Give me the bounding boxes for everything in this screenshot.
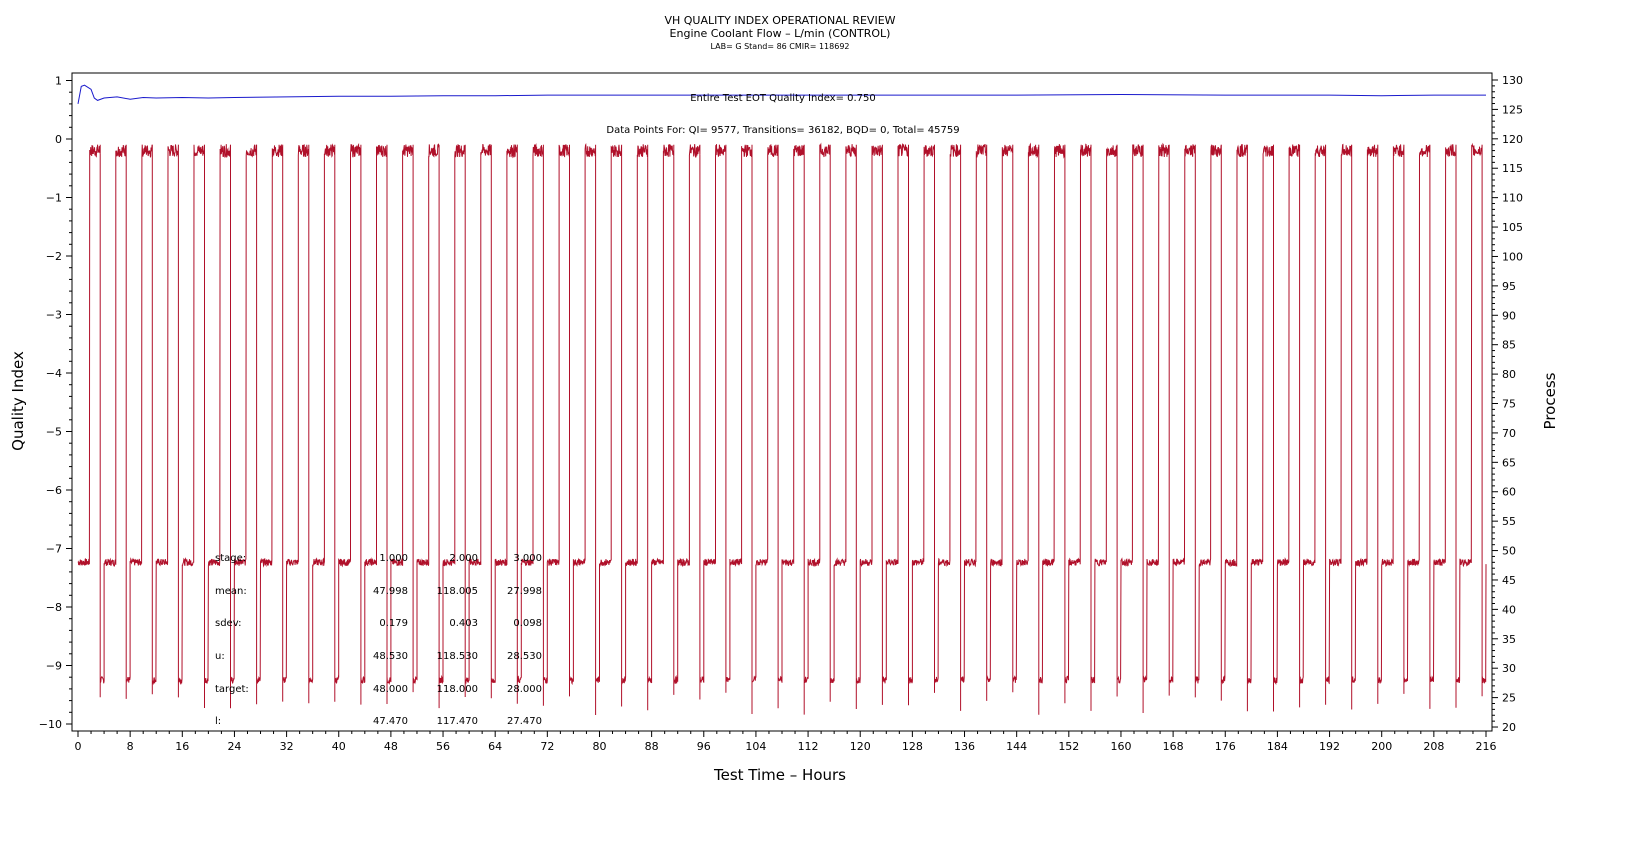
stats-label: u: bbox=[215, 651, 225, 662]
chart-info: LAB= G Stand= 86 CMIR= 118692 bbox=[710, 42, 850, 51]
quality-index-annotation: Entire Test EOT Quality Index= 0.750 bbox=[690, 93, 876, 104]
stats-value: 27.998 bbox=[507, 586, 542, 597]
x-tick-label: 80 bbox=[592, 740, 606, 753]
y2-tick-label: 90 bbox=[1502, 309, 1516, 322]
chart-title: VH QUALITY INDEX OPERATIONAL REVIEW bbox=[664, 14, 896, 27]
x-tick-label: 208 bbox=[1423, 740, 1444, 753]
x-tick-label: 216 bbox=[1476, 740, 1497, 753]
stats-label: l: bbox=[215, 716, 221, 727]
stats-label: mean: bbox=[215, 586, 247, 597]
x-tick-label: 136 bbox=[954, 740, 975, 753]
y2-tick-label: 125 bbox=[1502, 103, 1523, 116]
y-tick-label: −6 bbox=[46, 484, 62, 497]
y2-tick-label: 40 bbox=[1502, 603, 1516, 616]
x-tick-label: 200 bbox=[1371, 740, 1392, 753]
x-tick-label: 120 bbox=[850, 740, 871, 753]
x-tick-label: 24 bbox=[227, 740, 241, 753]
stats-value: 117.470 bbox=[437, 716, 478, 727]
process-line bbox=[77, 142, 1487, 715]
y-tick-label: −9 bbox=[46, 660, 62, 673]
y2-tick-label: 50 bbox=[1502, 545, 1516, 558]
y-tick-label: −1 bbox=[46, 192, 62, 205]
y2-tick-label: 105 bbox=[1502, 221, 1523, 234]
x-tick-label: 72 bbox=[540, 740, 554, 753]
stats-value: 118.000 bbox=[437, 684, 478, 695]
y-tick-label: 1 bbox=[55, 75, 62, 88]
y-tick-label: −2 bbox=[46, 250, 62, 263]
x-tick-label: 152 bbox=[1058, 740, 1079, 753]
x-tick-label: 176 bbox=[1215, 740, 1236, 753]
y2-tick-label: 30 bbox=[1502, 662, 1516, 675]
x-tick-label: 48 bbox=[384, 740, 398, 753]
y2-tick-label: 65 bbox=[1502, 456, 1516, 469]
y2-tick-label: 85 bbox=[1502, 339, 1516, 352]
stats-value: 28.530 bbox=[507, 651, 542, 662]
y2-tick-label: 55 bbox=[1502, 515, 1516, 528]
x-tick-label: 64 bbox=[488, 740, 502, 753]
x-tick-label: 40 bbox=[332, 740, 346, 753]
stats-value: 48.530 bbox=[373, 651, 408, 662]
stats-value: 48.000 bbox=[373, 684, 408, 695]
y-tick-label: −3 bbox=[46, 309, 62, 322]
stats-value: 118.530 bbox=[437, 651, 478, 662]
x-tick-label: 8 bbox=[127, 740, 134, 753]
y2-tick-label: 25 bbox=[1502, 692, 1516, 705]
y2-tick-label: 20 bbox=[1502, 721, 1516, 734]
x-tick-label: 192 bbox=[1319, 740, 1340, 753]
y2-tick-label: 75 bbox=[1502, 398, 1516, 411]
x-tick-label: 56 bbox=[436, 740, 450, 753]
y2-tick-label: 45 bbox=[1502, 574, 1516, 587]
x-tick-label: 32 bbox=[280, 740, 294, 753]
stats-value: 0.179 bbox=[379, 618, 408, 629]
x-tick-label: 16 bbox=[175, 740, 189, 753]
stats-value: 0.098 bbox=[513, 618, 542, 629]
y2-tick-label: 115 bbox=[1502, 162, 1523, 175]
stats-label: target: bbox=[215, 684, 249, 695]
y2-tick-label: 130 bbox=[1502, 74, 1523, 87]
y-axis-label: Quality Index bbox=[9, 351, 27, 451]
y2-tick-label: 110 bbox=[1502, 192, 1523, 205]
data-points-annotation: Data Points For: QI= 9577, Transitions= … bbox=[606, 125, 959, 136]
x-tick-label: 128 bbox=[902, 740, 923, 753]
stats-value: 2.000 bbox=[449, 553, 478, 564]
stats-value: 0.403 bbox=[449, 618, 478, 629]
stats-value: 47.470 bbox=[373, 716, 408, 727]
x-tick-label: 0 bbox=[75, 740, 82, 753]
x-tick-label: 88 bbox=[645, 740, 659, 753]
x-axis-label: Test Time – Hours bbox=[714, 766, 846, 784]
x-tick-label: 168 bbox=[1163, 740, 1184, 753]
x-tick-label: 112 bbox=[798, 740, 819, 753]
x-tick-label: 104 bbox=[745, 740, 766, 753]
quality-index-line bbox=[77, 84, 1486, 104]
y2-tick-label: 60 bbox=[1502, 486, 1516, 499]
stats-value: 3.000 bbox=[513, 553, 542, 564]
stats-value: 47.998 bbox=[373, 586, 408, 597]
y-tick-label: −10 bbox=[39, 718, 62, 731]
y2-tick-label: 70 bbox=[1502, 427, 1516, 440]
x-tick-label: 184 bbox=[1267, 740, 1288, 753]
stats-label: stage: bbox=[215, 553, 246, 564]
stats-label: sdev: bbox=[215, 618, 241, 629]
y2-tick-label: 35 bbox=[1502, 633, 1516, 646]
y2-tick-label: 120 bbox=[1502, 133, 1523, 146]
y2-axis-label: Process bbox=[1541, 372, 1559, 430]
chart-subtitle: Engine Coolant Flow – L/min (CONTROL) bbox=[669, 27, 891, 40]
y-tick-label: 0 bbox=[55, 133, 62, 146]
y-tick-label: −5 bbox=[46, 426, 62, 439]
x-tick-label: 144 bbox=[1006, 740, 1027, 753]
x-tick-label: 160 bbox=[1110, 740, 1131, 753]
x-tick-label: 96 bbox=[697, 740, 711, 753]
y-tick-label: −4 bbox=[46, 367, 62, 380]
stats-value: 1.000 bbox=[379, 553, 408, 564]
y2-tick-label: 95 bbox=[1502, 280, 1516, 293]
stats-value: 28.000 bbox=[507, 684, 542, 695]
y-tick-label: −7 bbox=[46, 543, 62, 556]
y-tick-label: −8 bbox=[46, 601, 62, 614]
stats-value: 27.470 bbox=[507, 716, 542, 727]
y2-tick-label: 80 bbox=[1502, 368, 1516, 381]
stats-value: 118.005 bbox=[437, 586, 478, 597]
y2-tick-label: 100 bbox=[1502, 250, 1523, 263]
